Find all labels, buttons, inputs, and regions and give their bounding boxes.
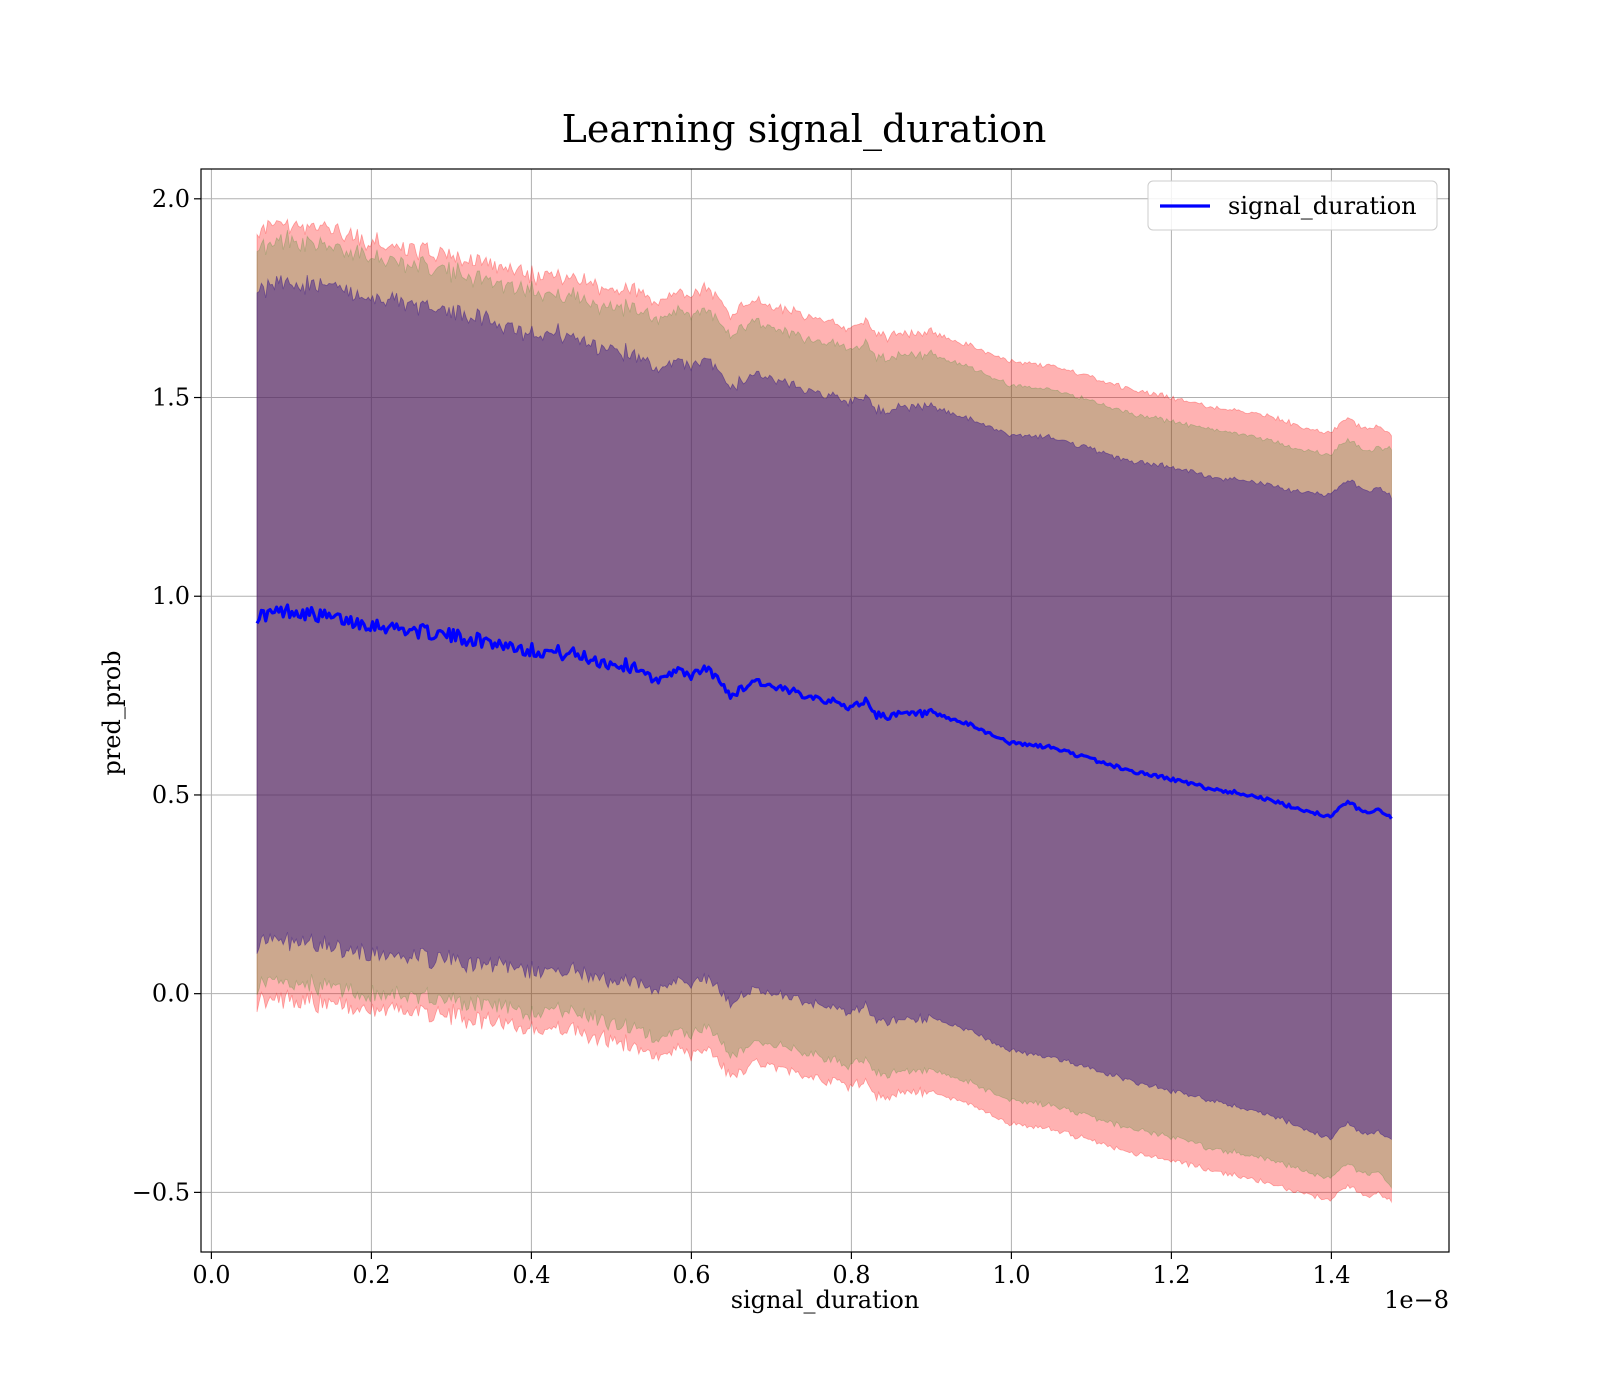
x-tick-label: 0.8: [832, 1261, 870, 1289]
x-tick-label: 0.4: [512, 1261, 550, 1289]
x-tick-label: 1.4: [1312, 1261, 1350, 1289]
axes-frame: [200, 168, 1450, 1253]
y-tick-label: 1.5: [152, 384, 190, 412]
x-tick-label: 1.2: [1152, 1261, 1190, 1289]
y-tick-label: 0.5: [152, 781, 190, 809]
confidence-bands: [256, 218, 1392, 1204]
legend-box: [1147, 180, 1438, 231]
legend-label: signal_duration: [1228, 192, 1417, 220]
x-axis-offset-label: 1e−8: [1384, 1286, 1449, 1314]
confidence-band-3: [256, 274, 1392, 1141]
ticks: 0.0 0.2 0.4 0.6 0.8 1.0 1.2 1.4 −0.5 0.0 0.5 1.0 1.5…: [132, 185, 1351, 1289]
legend: signal_duration: [1147, 180, 1438, 231]
x-axis-label: signal_duration: [731, 1286, 920, 1314]
series-lines: [255, 603, 1393, 820]
x-tick-label: 0.6: [672, 1261, 710, 1289]
x-tick-label: 0.2: [352, 1261, 390, 1289]
y-tick-label: 0.0: [152, 980, 190, 1008]
y-axis-label: pred_prob: [98, 650, 126, 775]
y-tick-label: −0.5: [132, 1178, 190, 1206]
y-tick-label: 1.0: [152, 582, 190, 610]
chart-title: Learning signal_duration: [562, 107, 1047, 152]
y-tick-label: 2.0: [152, 185, 190, 213]
series-line-signal_duration: [255, 603, 1393, 820]
x-tick-label: 0.0: [192, 1261, 230, 1289]
x-tick-label: 1.0: [992, 1261, 1030, 1289]
